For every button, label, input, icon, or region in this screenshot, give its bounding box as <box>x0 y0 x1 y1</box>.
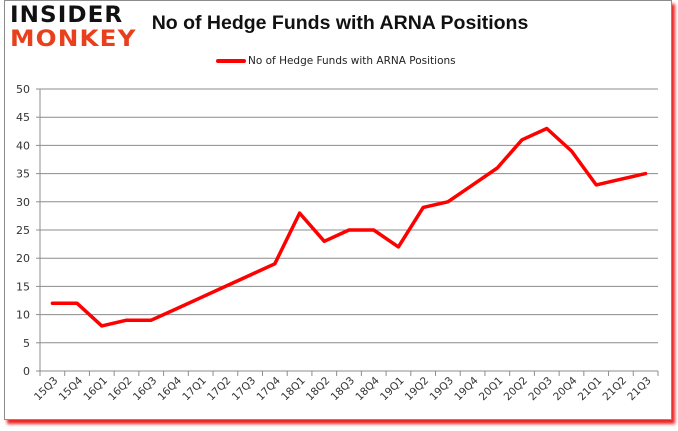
x-tick-label: 20Q1 <box>477 375 506 404</box>
y-tick-label: 20 <box>16 252 30 265</box>
legend-line-swatch-icon <box>216 59 246 63</box>
x-tick-label: 20Q2 <box>502 375 531 404</box>
chart-frame <box>4 0 672 420</box>
x-tick-label: 16Q3 <box>131 375 160 404</box>
x-tick-label: 17Q4 <box>254 374 283 403</box>
y-tick-label: 15 <box>16 280 30 293</box>
y-tick-label: 0 <box>23 365 30 378</box>
x-tick-label: 21Q3 <box>625 375 654 404</box>
y-tick-label: 50 <box>16 83 30 96</box>
x-tick-label: 15Q4 <box>57 374 86 403</box>
x-tick-label: 16Q1 <box>81 375 110 404</box>
x-tick-label: 18Q2 <box>304 375 333 404</box>
y-tick-label: 30 <box>16 196 30 209</box>
y-tick-label: 45 <box>16 111 30 124</box>
x-tick-label: 19Q2 <box>403 375 432 404</box>
x-tick-label: 18Q4 <box>353 374 382 403</box>
x-tick-label: 20Q4 <box>551 374 580 403</box>
y-tick-label: 10 <box>16 309 30 322</box>
y-tick-label: 25 <box>16 224 30 237</box>
x-tick-label: 15Q3 <box>32 375 61 404</box>
y-tick-label: 40 <box>16 139 30 152</box>
chart-title: No of Hedge Funds with ARNA Positions <box>151 12 529 34</box>
x-tick-label: 17Q3 <box>230 375 259 404</box>
x-tick-label: 16Q4 <box>156 374 185 403</box>
x-tick-label: 19Q1 <box>378 375 407 404</box>
chart-legend: No of Hedge Funds with ARNA Positions <box>216 53 456 69</box>
x-tick-label: 17Q1 <box>180 375 209 404</box>
x-tick-label: 19Q3 <box>427 375 456 404</box>
x-tick-label: 18Q1 <box>279 375 308 404</box>
legend-label: No of Hedge Funds with ARNA Positions <box>248 55 456 67</box>
logo-line-insider: INSIDER <box>10 3 124 28</box>
logo-line-monkey: MONKEY <box>10 27 137 52</box>
insider-monkey-logo: INSIDER MONKEY <box>10 4 135 56</box>
series-line <box>50 126 648 328</box>
x-tick-label: 19Q4 <box>452 374 481 403</box>
x-tick-label: 18Q3 <box>329 375 358 404</box>
x-tick-label: 16Q2 <box>106 375 135 404</box>
y-tick-label: 5 <box>23 337 30 350</box>
x-tick-label: 20Q3 <box>526 375 555 404</box>
y-tick-label: 35 <box>16 168 30 181</box>
x-tick-label: 21Q1 <box>576 375 605 404</box>
x-tick-label: 17Q2 <box>205 375 234 404</box>
x-tick-label: 21Q2 <box>601 375 630 404</box>
